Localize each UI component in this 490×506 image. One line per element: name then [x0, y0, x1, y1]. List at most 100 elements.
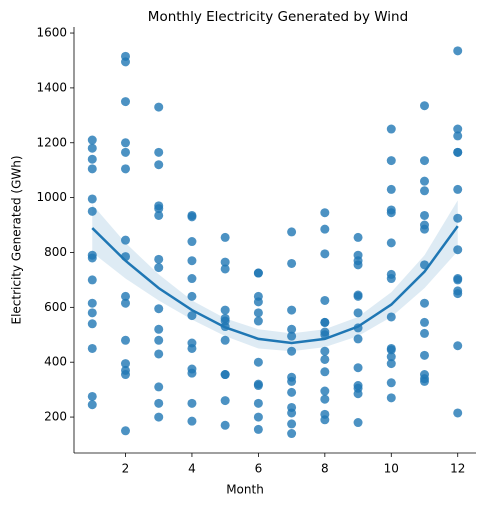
chart-title: Monthly Electricity Generated by Wind — [148, 9, 408, 25]
point — [253, 412, 263, 422]
y-tick-label: 1400 — [36, 80, 67, 94]
point — [154, 160, 164, 170]
point — [154, 412, 164, 422]
point — [320, 295, 330, 305]
point — [187, 237, 197, 247]
x-tick-label: 8 — [321, 462, 329, 476]
x-tick-label: 2 — [122, 462, 130, 476]
point — [386, 184, 396, 194]
point — [320, 354, 330, 364]
point — [187, 398, 197, 408]
point — [253, 297, 263, 307]
point — [287, 408, 297, 418]
point — [287, 331, 297, 341]
point — [187, 343, 197, 353]
point — [187, 368, 197, 378]
point — [220, 232, 230, 242]
point — [120, 359, 130, 369]
point — [386, 345, 396, 355]
point — [320, 346, 330, 356]
point — [386, 274, 396, 284]
point — [287, 258, 297, 268]
point — [453, 213, 463, 223]
point — [453, 289, 463, 299]
point — [453, 147, 463, 157]
point — [420, 186, 430, 196]
point — [287, 419, 297, 429]
point — [353, 363, 363, 373]
point — [154, 254, 164, 264]
point — [287, 227, 297, 237]
point — [386, 359, 396, 369]
point — [154, 147, 164, 157]
point — [453, 131, 463, 141]
point — [386, 393, 396, 403]
point — [120, 57, 130, 67]
point — [154, 382, 164, 392]
point — [253, 424, 263, 434]
point — [287, 429, 297, 439]
point — [120, 97, 130, 107]
point — [453, 245, 463, 255]
point — [154, 210, 164, 220]
point — [154, 335, 164, 345]
point — [453, 408, 463, 418]
x-tick-label: 6 — [255, 462, 263, 476]
point — [220, 335, 230, 345]
fit-line — [91, 225, 459, 345]
y-tick-label: 200 — [44, 410, 67, 424]
point — [253, 357, 263, 367]
point — [253, 268, 263, 278]
point — [386, 312, 396, 322]
point — [87, 253, 97, 263]
point — [87, 164, 97, 174]
point — [320, 386, 330, 396]
point — [220, 264, 230, 274]
point — [87, 308, 97, 318]
point — [187, 274, 197, 284]
point — [87, 400, 97, 410]
point — [253, 316, 263, 326]
point — [87, 135, 97, 145]
point — [420, 224, 430, 234]
point — [320, 394, 330, 404]
point — [386, 156, 396, 166]
point — [353, 334, 363, 344]
point — [87, 143, 97, 153]
point — [386, 208, 396, 218]
point — [453, 46, 463, 56]
point — [120, 291, 130, 301]
point — [320, 415, 330, 425]
y-tick-label: 1200 — [36, 135, 67, 149]
point — [154, 204, 164, 214]
point — [120, 235, 130, 245]
point — [386, 124, 396, 134]
point — [220, 420, 230, 430]
point — [320, 249, 330, 259]
point — [87, 319, 97, 329]
point — [87, 154, 97, 164]
point — [420, 298, 430, 308]
point — [87, 194, 97, 204]
point — [453, 341, 463, 351]
point — [453, 184, 463, 194]
point — [187, 416, 197, 426]
x-axis-label: Month — [226, 483, 264, 497]
point — [154, 102, 164, 112]
point — [154, 263, 164, 273]
point — [87, 206, 97, 216]
point — [120, 335, 130, 345]
point — [420, 317, 430, 327]
point — [420, 156, 430, 166]
point — [287, 346, 297, 356]
point — [320, 208, 330, 218]
point — [120, 370, 130, 380]
point — [187, 256, 197, 266]
point — [87, 298, 97, 308]
point — [420, 350, 430, 360]
point — [187, 212, 197, 222]
point — [453, 124, 463, 134]
point — [353, 291, 363, 301]
point — [120, 298, 130, 308]
